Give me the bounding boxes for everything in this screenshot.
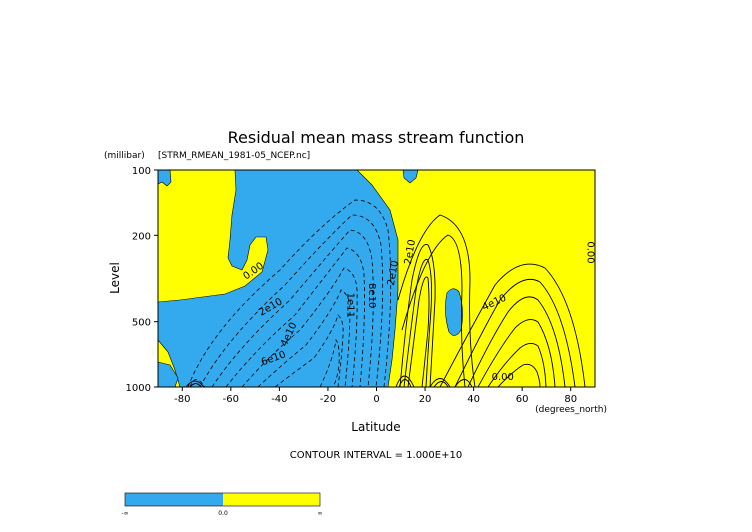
negative-region-polar (158, 170, 172, 187)
x-tick-label: 80 (564, 394, 577, 405)
x-tick-label: -20 (320, 394, 336, 405)
y-tick-label: 100 (132, 166, 151, 177)
colorbar-label-max: ∞ (318, 510, 323, 517)
positive-contours (185, 214, 586, 387)
y-units-label: (millibar) (104, 151, 145, 161)
x-units-label: (degrees_north) (535, 405, 607, 415)
contour-label: 0.00 (492, 372, 514, 383)
y-tick-label: 200 (132, 231, 151, 242)
y-tick-label: 1000 (126, 383, 151, 394)
x-tick-label: 60 (516, 394, 529, 405)
colorbar-label-zero: 0.0 (218, 510, 228, 517)
contour-label: 1e11 (344, 293, 355, 318)
chart-title: Residual mean mass stream function (228, 128, 525, 147)
x-tick-label: 40 (467, 394, 480, 405)
y-axis-title: Level (108, 262, 122, 294)
negative-region-north (158, 170, 399, 387)
contour-label: 2e10 (386, 260, 401, 287)
negative-region-midlat (445, 288, 463, 336)
plot-area (158, 170, 595, 387)
x-tick-label: -80 (174, 394, 190, 405)
colorbar-negative-swatch (125, 493, 223, 506)
x-axis-title: Latitude (351, 420, 400, 434)
negative-region-surface (158, 361, 179, 387)
colorbar-frame (124, 492, 321, 507)
contour-label: 2e10 (403, 239, 418, 266)
x-tick-label: -60 (223, 394, 239, 405)
colorbar: -∞ 0.0 ∞ (121, 492, 323, 517)
negative-contours (187, 199, 392, 387)
x-tick-label: -40 (271, 394, 287, 405)
contour-label: 0.00 (585, 241, 596, 263)
y-axis-ticks: 100 200 500 1000 (126, 166, 158, 394)
negative-region-top (402, 170, 419, 184)
contour-label: 8e10 (366, 283, 377, 308)
x-tick-label: 20 (419, 394, 432, 405)
y-tick-label: 500 (132, 318, 151, 329)
x-axis-ticks: -80 -60 -40 -20 0 20 40 60 80 (174, 387, 577, 405)
colorbar-positive-swatch (223, 493, 320, 506)
contour-interval-note: CONTOUR INTERVAL = 1.000E+10 (290, 450, 462, 461)
colorbar-label-min: -∞ (121, 510, 128, 517)
file-subtitle: [STRM_RMEAN_1981-05_NCEP.nc] (158, 151, 310, 161)
x-tick-label: 0 (373, 394, 379, 405)
